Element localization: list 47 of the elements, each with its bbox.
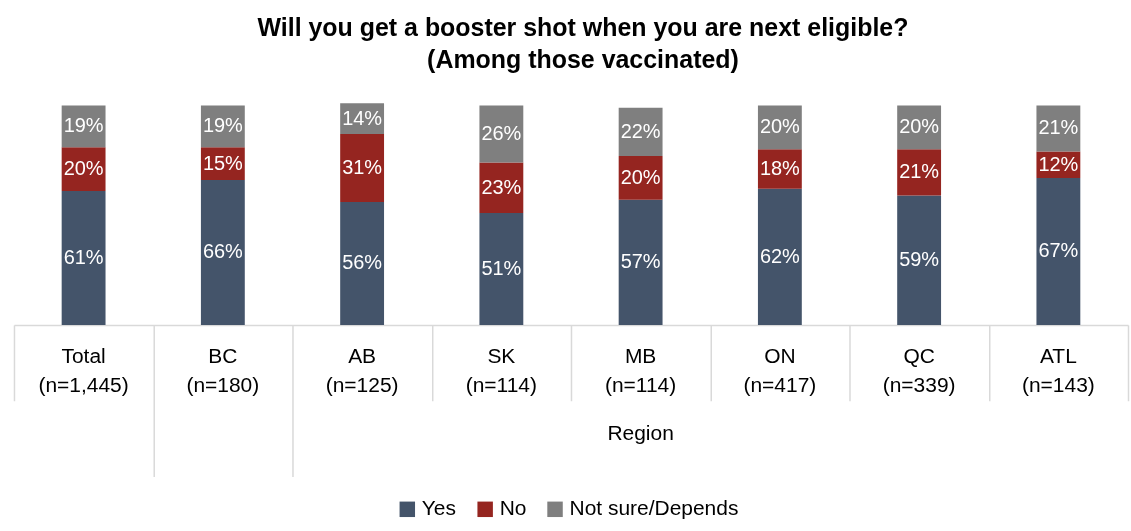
bar <box>200 180 245 325</box>
data-label: 14% <box>342 106 383 129</box>
bar <box>757 188 802 325</box>
data-label: 20% <box>899 115 940 138</box>
x-tick-label: MB (n=114) <box>604 343 677 396</box>
data-label: 31% <box>342 155 383 178</box>
text: Region <box>607 420 674 444</box>
bar <box>618 199 663 325</box>
data-label: 67% <box>1038 239 1079 262</box>
data-label: 61% <box>63 245 104 268</box>
data-label: 59% <box>899 248 940 271</box>
x-tick-label: QC (n=339) <box>882 343 956 396</box>
bar <box>340 202 385 325</box>
bar <box>61 191 106 325</box>
bar <box>1036 177 1081 325</box>
x-tick-label: AB (n=125) <box>325 343 399 396</box>
data-label: 22% <box>620 119 661 142</box>
bar <box>479 105 524 163</box>
data-label: 19% <box>63 114 104 137</box>
data-label: 12% <box>1038 152 1079 175</box>
bar <box>897 195 942 325</box>
bar <box>479 212 524 325</box>
data-label: 21% <box>899 160 940 183</box>
x-tick-label: BC (n=180) <box>186 343 260 396</box>
data-label: 66% <box>202 240 244 263</box>
data-label: 57% <box>620 250 661 273</box>
legend-label: Yes <box>421 496 456 520</box>
legend-label: No <box>499 496 527 520</box>
data-label: 20% <box>759 115 801 138</box>
data-label: 51% <box>481 256 522 279</box>
data-label: 62% <box>759 244 801 267</box>
legend-label: Not sure/Depends <box>569 496 739 520</box>
data-label: 20% <box>63 157 104 180</box>
data-label: 23% <box>481 175 522 198</box>
data-label: 15% <box>202 151 244 174</box>
data-label: 18% <box>759 157 801 180</box>
x-tick-label: ON (n=417) <box>743 343 817 396</box>
chart-title: Will you get a booster shot when you are next eligible? (Among those vaccinated) <box>257 13 909 74</box>
data-label: 26% <box>481 121 522 144</box>
data-label: 19% <box>202 114 244 137</box>
x-tick-label: SK (n=114) <box>465 343 537 396</box>
x-tick-label: Total (n=1,445) <box>38 343 129 396</box>
x-tick-label: ATL (n=143) <box>1021 343 1095 396</box>
bar <box>340 134 385 203</box>
data-label: 56% <box>342 251 383 274</box>
data-label: 21% <box>1038 116 1079 139</box>
data-label: 20% <box>620 165 661 188</box>
